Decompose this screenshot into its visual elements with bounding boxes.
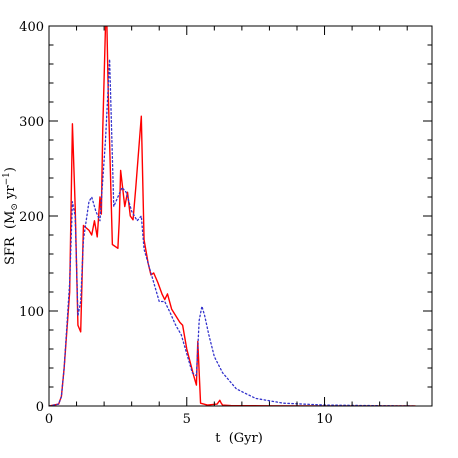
- y-label-main: SFR (M: [3, 211, 18, 265]
- x-tick-label: 5: [183, 412, 191, 427]
- y-label-sun-symbol: ⊙: [10, 203, 20, 211]
- x-tick-label: 0: [45, 412, 53, 427]
- x-axis-label: t (Gyr): [215, 431, 263, 446]
- series-dotted-line: [49, 58, 417, 406]
- series-layer: [49, 26, 417, 406]
- y-tick-label: 400: [19, 20, 44, 35]
- y-label-unit: yr: [3, 185, 18, 203]
- y-tick-label: 200: [19, 210, 44, 225]
- y-label-exponent: −1: [2, 172, 12, 185]
- y-axis-label: SFR (M⊙ yr−1): [2, 167, 20, 265]
- y-tick-label: 300: [19, 115, 44, 130]
- y-tick-label: 0: [36, 400, 44, 415]
- plot-frame: [48, 25, 433, 407]
- y-tick-label: 100: [19, 305, 44, 320]
- y-label-close: ): [3, 167, 18, 172]
- x-tick-label: 10: [316, 412, 333, 427]
- series-solid-line: [49, 26, 416, 406]
